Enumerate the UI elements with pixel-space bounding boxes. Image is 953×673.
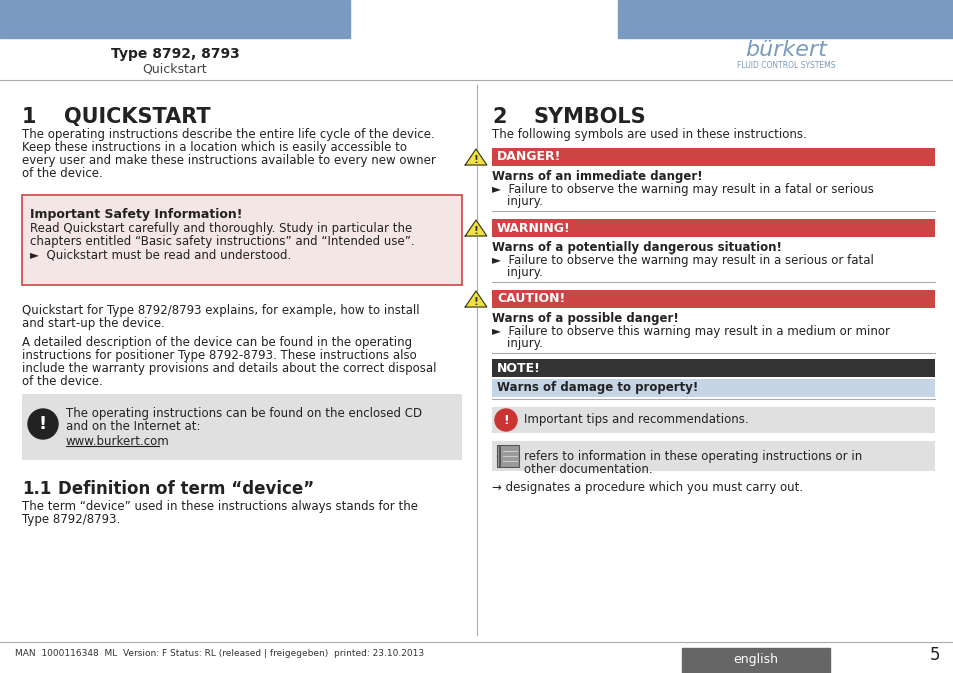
Text: ►  Quickstart must be read and understood.: ► Quickstart must be read and understood… — [30, 248, 291, 261]
Text: Type 8792/8793.: Type 8792/8793. — [22, 513, 120, 526]
Bar — [760, 13, 799, 20]
Text: The operating instructions describe the entire life cycle of the device.: The operating instructions describe the … — [22, 128, 435, 141]
Bar — [22, 195, 461, 285]
Text: !: ! — [473, 155, 478, 165]
Text: ►  Failure to observe the warning may result in a fatal or serious: ► Failure to observe the warning may res… — [492, 183, 873, 196]
Text: The term “device” used in these instructions always stands for the: The term “device” used in these instruct… — [22, 500, 417, 513]
Text: 1.1: 1.1 — [22, 480, 51, 498]
Text: 1: 1 — [22, 107, 36, 127]
Polygon shape — [465, 220, 486, 236]
Text: The operating instructions can be found on the enclosed CD: The operating instructions can be found … — [66, 407, 421, 420]
Bar — [681, 648, 829, 673]
Text: FLUID CONTROL SYSTEMS: FLUID CONTROL SYSTEMS — [736, 61, 835, 71]
Text: Warns of a possible danger!: Warns of a possible danger! — [492, 312, 678, 325]
Text: bürkert: bürkert — [744, 40, 826, 60]
Text: refers to information in these operating instructions or in: refers to information in these operating… — [523, 450, 862, 463]
Text: 2: 2 — [492, 107, 506, 127]
Bar — [492, 359, 934, 377]
Text: injury.: injury. — [492, 266, 542, 279]
Text: NOTE!: NOTE! — [497, 361, 540, 374]
Text: Quickstart: Quickstart — [143, 63, 207, 75]
Text: Definition of term “device”: Definition of term “device” — [58, 480, 314, 498]
Text: include the warranty provisions and details about the correct disposal: include the warranty provisions and deta… — [22, 362, 436, 375]
Bar — [618, 0, 953, 38]
Text: !: ! — [473, 297, 478, 307]
Text: SYMBOLS: SYMBOLS — [534, 107, 646, 127]
Text: The following symbols are used in these instructions.: The following symbols are used in these … — [492, 128, 806, 141]
Text: chapters entitled “Basic safety instructions” and “Intended use”.: chapters entitled “Basic safety instruct… — [30, 235, 415, 248]
Text: of the device.: of the device. — [22, 167, 103, 180]
Text: www.burkert.com: www.burkert.com — [66, 435, 170, 448]
Text: of the device.: of the device. — [22, 375, 103, 388]
Text: english: english — [733, 653, 778, 666]
Bar — [492, 407, 934, 433]
Polygon shape — [465, 291, 486, 307]
Bar — [492, 290, 934, 308]
Text: Read Quickstart carefully and thoroughly. Study in particular the: Read Quickstart carefully and thoroughly… — [30, 222, 412, 235]
Bar — [492, 148, 934, 166]
Text: ►  Failure to observe this warning may result in a medium or minor: ► Failure to observe this warning may re… — [492, 325, 889, 338]
Text: !: ! — [502, 413, 508, 427]
Bar — [492, 379, 934, 397]
Text: Warns of damage to property!: Warns of damage to property! — [497, 382, 698, 394]
Text: every user and make these instructions available to every new owner: every user and make these instructions a… — [22, 154, 436, 167]
Bar — [497, 445, 518, 467]
Bar — [747, 13, 758, 20]
Text: Type 8792, 8793: Type 8792, 8793 — [111, 47, 239, 61]
Text: CAUTION!: CAUTION! — [497, 293, 565, 306]
Text: Warns of an immediate danger!: Warns of an immediate danger! — [492, 170, 702, 183]
Text: !: ! — [473, 225, 478, 236]
Text: MAN  1000116348  ML  Version: F Status: RL (released | freigegeben)  printed: 23: MAN 1000116348 ML Version: F Status: RL … — [15, 649, 424, 658]
Text: injury.: injury. — [492, 337, 542, 350]
Text: Quickstart for Type 8792/8793 explains, for example, how to install: Quickstart for Type 8792/8793 explains, … — [22, 304, 419, 317]
Text: 5: 5 — [929, 646, 940, 664]
Text: → designates a procedure which you must carry out.: → designates a procedure which you must … — [492, 481, 802, 494]
Text: ►  Failure to observe the warning may result in a serious or fatal: ► Failure to observe the warning may res… — [492, 254, 873, 267]
Polygon shape — [465, 149, 486, 165]
Text: Important tips and recommendations.: Important tips and recommendations. — [523, 413, 748, 425]
Text: QUICKSTART: QUICKSTART — [64, 107, 211, 127]
Text: Keep these instructions in a location which is easily accessible to: Keep these instructions in a location wh… — [22, 141, 407, 154]
Bar — [492, 219, 934, 237]
Text: and start-up the device.: and start-up the device. — [22, 317, 165, 330]
Text: other documentation.: other documentation. — [523, 463, 652, 476]
Text: instructions for positioner Type 8792-8793. These instructions also: instructions for positioner Type 8792-87… — [22, 349, 416, 362]
Circle shape — [28, 409, 58, 439]
Text: Important Safety Information!: Important Safety Information! — [30, 208, 242, 221]
Text: and on the Internet at:: and on the Internet at: — [66, 420, 200, 433]
Bar — [498, 445, 500, 467]
Bar — [492, 441, 934, 471]
Circle shape — [495, 409, 517, 431]
Text: injury.: injury. — [492, 195, 542, 208]
Bar — [22, 394, 461, 460]
Text: DANGER!: DANGER! — [497, 151, 560, 164]
Text: WARNING!: WARNING! — [497, 221, 570, 234]
Text: A detailed description of the device can be found in the operating: A detailed description of the device can… — [22, 336, 412, 349]
Text: !: ! — [39, 415, 47, 433]
Bar — [0, 0, 350, 38]
Text: Warns of a potentially dangerous situation!: Warns of a potentially dangerous situati… — [492, 241, 781, 254]
